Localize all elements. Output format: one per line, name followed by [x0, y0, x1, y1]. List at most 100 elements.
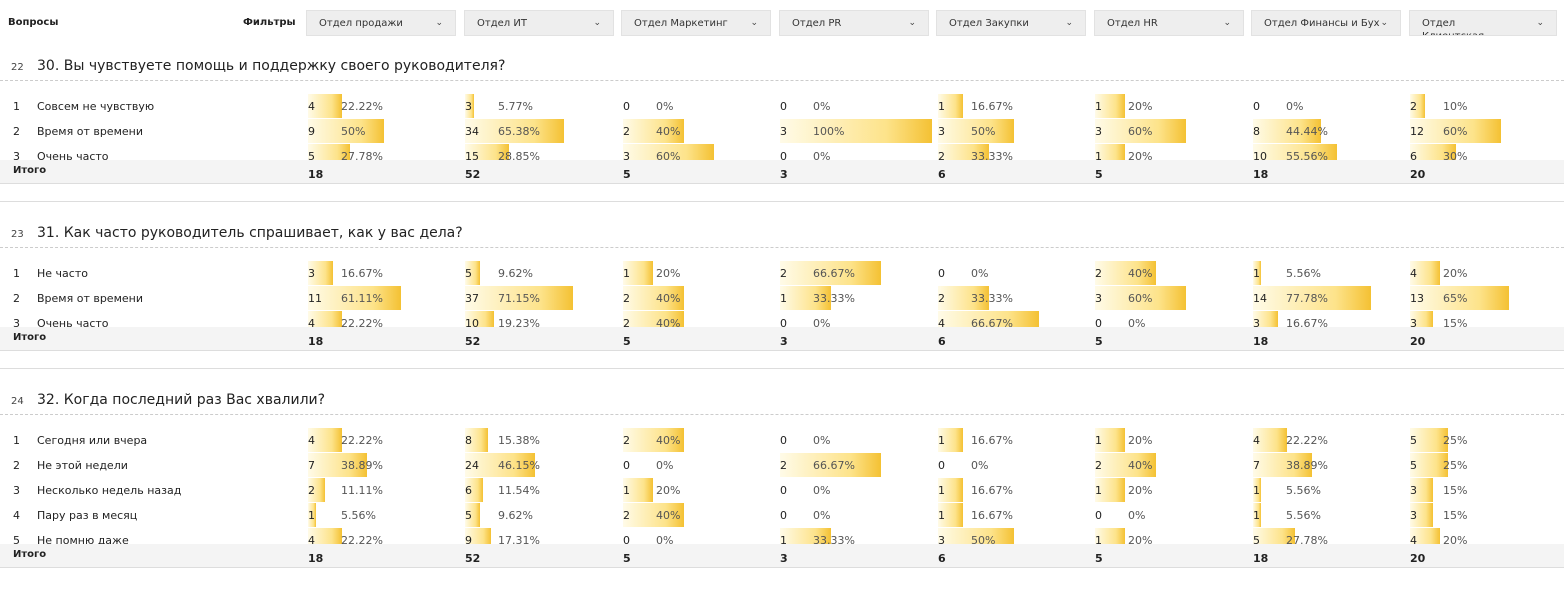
answer-percent: 22.22% — [341, 434, 383, 447]
answer-count: 5 — [465, 267, 472, 280]
filter-dropdown-sales[interactable]: Отдел продажи ⌄ — [306, 10, 456, 36]
answer-count: 1 — [623, 267, 630, 280]
result-cell: 1 5.56% — [1253, 261, 1403, 286]
chevron-down-icon: ⌄ — [908, 17, 916, 30]
result-cell: 0 0% — [623, 94, 773, 119]
answer-percent: 66.67% — [813, 459, 855, 472]
answer-percent: 60% — [1128, 292, 1152, 305]
total-value: 18 — [1253, 552, 1268, 565]
result-cell: 0 0% — [623, 453, 773, 478]
total-value: 5 — [623, 168, 631, 181]
result-cell: 3 16.67% — [308, 261, 458, 286]
answer-percent: 0% — [971, 459, 988, 472]
answer-row: 3 Несколько недель назад 2 11.11% 6 11.54% 1 20… — [0, 478, 1564, 503]
answer-percent: 20% — [1443, 267, 1467, 280]
answer-count: 12 — [1410, 125, 1424, 138]
answer-percent: 16.67% — [971, 434, 1013, 447]
result-cell: 6 11.54% — [465, 478, 615, 503]
answer-count: 13 — [1410, 292, 1424, 305]
answer-label: Несколько недель назад — [37, 484, 181, 497]
answer-count: 1 — [1253, 509, 1260, 522]
answer-count: 0 — [623, 100, 630, 113]
answer-count: 1 — [780, 292, 787, 305]
filter-dropdown-client-service[interactable]: Отдел Клиентская служба ⌄ — [1409, 10, 1557, 36]
result-cell: 2 40% — [1095, 261, 1245, 286]
answer-count: 14 — [1253, 292, 1267, 305]
answer-count: 3 — [1410, 509, 1417, 522]
result-cell: 1 16.67% — [938, 478, 1088, 503]
answer-count: 2 — [938, 292, 945, 305]
total-value: 5 — [623, 552, 631, 565]
filter-dropdown-marketing[interactable]: Отдел Маркетинг ⌄ — [621, 10, 771, 36]
result-cell: 1 5.56% — [1253, 478, 1403, 503]
answer-percent: 60% — [1443, 125, 1467, 138]
result-cell: 24 46.15% — [465, 453, 615, 478]
total-row: Итого 18 52 5 3 6 5 18 20 — [0, 160, 1564, 184]
answer-percent: 22.22% — [1286, 434, 1328, 447]
answer-percent: 0% — [813, 100, 830, 113]
answer-count: 0 — [938, 267, 945, 280]
answer-percent: 40% — [656, 125, 680, 138]
result-cell: 2 40% — [623, 119, 773, 144]
result-cell: 2 40% — [623, 428, 773, 453]
filter-label: Отдел Финансы и Бух — [1264, 18, 1380, 29]
answer-row: 2 Не этой недели 7 38.89% 24 46.15% 0 0% 2 66.67%… — [0, 453, 1564, 478]
answer-count: 7 — [1253, 459, 1260, 472]
filter-label: Отдел Маркетинг — [634, 18, 728, 29]
result-cell: 3 60% — [1095, 119, 1245, 144]
total-value: 20 — [1410, 552, 1425, 565]
answer-count: 2 — [1095, 267, 1102, 280]
result-cell: 8 15.38% — [465, 428, 615, 453]
answer-percent: 0% — [1128, 509, 1145, 522]
result-cell: 3 100% — [780, 119, 930, 144]
result-cell: 7 38.89% — [308, 453, 458, 478]
result-cell: 5 25% — [1410, 428, 1560, 453]
answer-percent: 25% — [1443, 434, 1467, 447]
total-row: Итого 18 52 5 3 6 5 18 20 — [0, 544, 1564, 568]
chevron-down-icon: ⌄ — [593, 17, 601, 30]
filter-dropdown-purchasing[interactable]: Отдел Закупки ⌄ — [936, 10, 1086, 36]
total-value: 18 — [308, 168, 323, 181]
answer-index: 1 — [13, 267, 20, 280]
section-divider — [0, 201, 1564, 202]
total-value: 18 — [308, 552, 323, 565]
answer-count: 5 — [465, 509, 472, 522]
total-label: Итого — [13, 549, 46, 560]
answer-percent: 25% — [1443, 459, 1467, 472]
result-cell: 2 10% — [1410, 94, 1560, 119]
answer-count: 1 — [1095, 100, 1102, 113]
answer-label: Пару раз в месяц — [37, 509, 137, 522]
answer-count: 6 — [465, 484, 472, 497]
total-value: 3 — [780, 335, 788, 348]
answer-percent: 5.56% — [1286, 267, 1321, 280]
answer-index: 1 — [13, 100, 20, 113]
question-number: 24 — [11, 396, 24, 407]
total-label: Итого — [13, 332, 46, 343]
answer-percent: 38.89% — [341, 459, 383, 472]
answer-count: 0 — [780, 509, 787, 522]
total-value: 6 — [938, 335, 946, 348]
filter-dropdown-it[interactable]: Отдел ИТ ⌄ — [464, 10, 614, 36]
answer-count: 1 — [308, 509, 315, 522]
question-title: 32. Когда последний раз Вас хвалили? — [37, 392, 325, 408]
result-cell: 0 0% — [780, 478, 930, 503]
filters-label: Фильтры — [243, 17, 296, 28]
answer-index: 3 — [13, 484, 20, 497]
answer-count: 2 — [1410, 100, 1417, 113]
result-cell: 2 40% — [623, 503, 773, 528]
result-cell: 1 20% — [623, 261, 773, 286]
answer-percent: 38.89% — [1286, 459, 1328, 472]
answer-percent: 15% — [1443, 484, 1467, 497]
chevron-down-icon: ⌄ — [1536, 17, 1544, 30]
answer-percent: 40% — [656, 292, 680, 305]
filter-dropdown-pr[interactable]: Отдел PR ⌄ — [779, 10, 929, 36]
answer-count: 2 — [623, 292, 630, 305]
filter-dropdown-hr[interactable]: Отдел HR ⌄ — [1094, 10, 1244, 36]
result-cell: 1 20% — [1095, 478, 1245, 503]
chevron-down-icon: ⌄ — [750, 17, 758, 30]
filter-dropdown-finance[interactable]: Отдел Финансы и Бух ⌄ — [1251, 10, 1401, 36]
answer-percent: 11.54% — [498, 484, 540, 497]
answer-percent: 50% — [971, 125, 995, 138]
result-cell: 0 0% — [938, 453, 1088, 478]
result-cell: 37 71.15% — [465, 286, 615, 311]
